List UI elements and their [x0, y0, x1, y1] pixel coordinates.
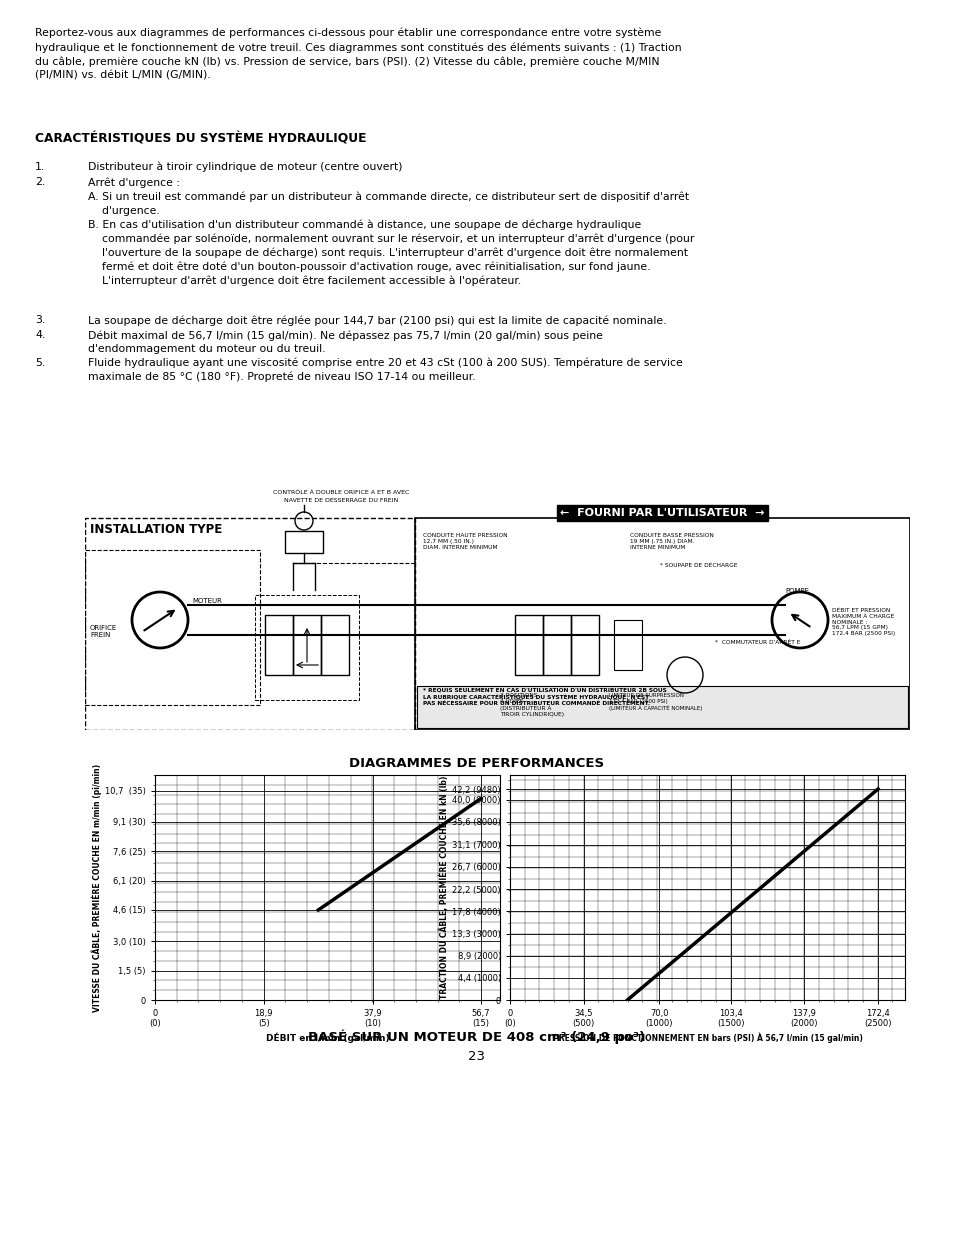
Text: Distributeur à tiroir cylindrique de moteur (centre ouvert): Distributeur à tiroir cylindrique de mot… [88, 162, 402, 173]
Bar [285, 531, 323, 553]
Bar [542, 615, 571, 676]
Text: CARACTÉRISTIQUES DU SYSTÈME HYDRAULIQUE: CARACTÉRISTIQUES DU SYSTÈME HYDRAULIQUE [35, 132, 366, 144]
Text: La soupape de décharge doit être réglée pour 144,7 bar (2100 psi) qui est la lim: La soupape de décharge doit être réglée … [88, 315, 666, 326]
Bar [85, 550, 260, 705]
Text: 3 POSITIONS
4 VOIES
(DISTRIBUTEUR À
TIROIR CYLINDRIQUE): 3 POSITIONS 4 VOIES (DISTRIBUTEUR À TIRO… [499, 693, 563, 716]
Text: Débit maximal de 56,7 l/min (15 gal/min). Ne dépassez pas 75,7 l/min (20 gal/min: Débit maximal de 56,7 l/min (15 gal/min)… [88, 330, 602, 353]
Text: LIMITEUR DE SURPRESSION
172,4 BAR (2500 PSI)
(LIMITEUR À CAPACITÉ NOMINALE): LIMITEUR DE SURPRESSION 172,4 BAR (2500 … [608, 693, 701, 711]
Text: 5.: 5. [35, 358, 45, 368]
Text: 2.: 2. [35, 177, 45, 186]
X-axis label: DÉBIT en l/min (gal/min): DÉBIT en l/min (gal/min) [265, 1032, 389, 1044]
Text: A. Si un treuil est commandé par un distributeur à commande directe, ce distribu: A. Si un treuil est commandé par un dist… [88, 191, 688, 216]
Text: 4.: 4. [35, 330, 45, 340]
Text: CONTRÔLE À DOUBLE ORIFICE A ET B AVEC: CONTRÔLE À DOUBLE ORIFICE A ET B AVEC [273, 490, 409, 495]
Text: CONDUITE HAUTE PRESSION
12,7 MM (.50 IN.)
DIAM. INTERNE MINIMUM: CONDUITE HAUTE PRESSION 12,7 MM (.50 IN.… [422, 534, 507, 550]
Text: ORIFICE
FREIN: ORIFICE FREIN [90, 625, 117, 638]
Text: 23: 23 [468, 1050, 485, 1063]
Text: 3.: 3. [35, 315, 45, 325]
Text: Fluide hydraulique ayant une viscosité comprise entre 20 et 43 cSt (100 à 200 SU: Fluide hydraulique ayant une viscosité c… [88, 358, 682, 383]
Text: Arrêt d'urgence :: Arrêt d'urgence : [88, 177, 180, 188]
Bar [515, 615, 542, 676]
Text: ←  FOURNI PAR L'UTILISATEUR  →: ← FOURNI PAR L'UTILISATEUR → [559, 508, 764, 517]
Text: DÉBIT ET PRESSION
MAXIMUM À CHARGE
NOMINALE :
56,7 LPM (15 GPM)
172,4 BAR (2500 : DÉBIT ET PRESSION MAXIMUM À CHARGE NOMIN… [831, 608, 894, 636]
Bar [571, 615, 598, 676]
Text: CONDUITE BASSE PRESSION
19 MM (.75 IN.) DIAM.
INTERNE MINIMUM: CONDUITE BASSE PRESSION 19 MM (.75 IN.) … [629, 534, 713, 550]
Bar [320, 615, 349, 676]
Bar [293, 615, 320, 676]
Text: NAVETTE DE DESSERRAGE DU FREIN: NAVETTE DE DESSERRAGE DU FREIN [283, 498, 397, 503]
Text: MOTEUR: MOTEUR [192, 598, 222, 604]
Text: BASÉ SUR UN MOTEUR DE 408 cm³ (24,9 po³): BASÉ SUR UN MOTEUR DE 408 cm³ (24,9 po³) [308, 1030, 645, 1045]
Text: POMPE: POMPE [784, 588, 808, 594]
Text: B. En cas d'utilisation d'un distributeur commandé à distance, une soupape de dé: B. En cas d'utilisation d'un distributeu… [88, 220, 694, 287]
Y-axis label: TRACTION DU CÂBLE, PREMIÈRE COUCHE EN kN (lb): TRACTION DU CÂBLE, PREMIÈRE COUCHE EN kN… [439, 776, 449, 999]
Text: INSTALLATION TYPE: INSTALLATION TYPE [90, 522, 222, 536]
X-axis label: PRESSION DE FONCTIONNEMENT EN bars (PSI) À 56,7 l/min (15 gal/min): PRESSION DE FONCTIONNEMENT EN bars (PSI)… [552, 1032, 862, 1044]
Bar [254, 595, 358, 700]
Bar [85, 517, 415, 730]
Text: Reportez-vous aux diagrammes de performances ci-dessous pour établir une corresp: Reportez-vous aux diagrammes de performa… [35, 28, 680, 80]
Y-axis label: VITESSE DU CÂBLE, PREMIÈRE COUCHE EN m/min (pi/min): VITESSE DU CÂBLE, PREMIÈRE COUCHE EN m/m… [91, 763, 102, 1011]
Text: 1.: 1. [35, 162, 45, 172]
Bar [265, 615, 293, 676]
Bar [415, 517, 909, 730]
Text: DIAGRAMMES DE PERFORMANCES: DIAGRAMMES DE PERFORMANCES [349, 757, 604, 769]
Bar [614, 620, 641, 671]
Text: * SOUPAPE DE DÉCHARGE: * SOUPAPE DE DÉCHARGE [659, 563, 737, 568]
Text: * REQUIS SEULEMENT EN CAS D'UTILISATION D'UN DISTRIBUTEUR 2B SOUS
LA RUBRIQUE CA: * REQUIS SEULEMENT EN CAS D'UTILISATION … [422, 688, 666, 706]
Text: *  COMMUTATEUR D'ARRÊT E: * COMMUTATEUR D'ARRÊT E [714, 640, 800, 645]
Bar [416, 685, 907, 727]
